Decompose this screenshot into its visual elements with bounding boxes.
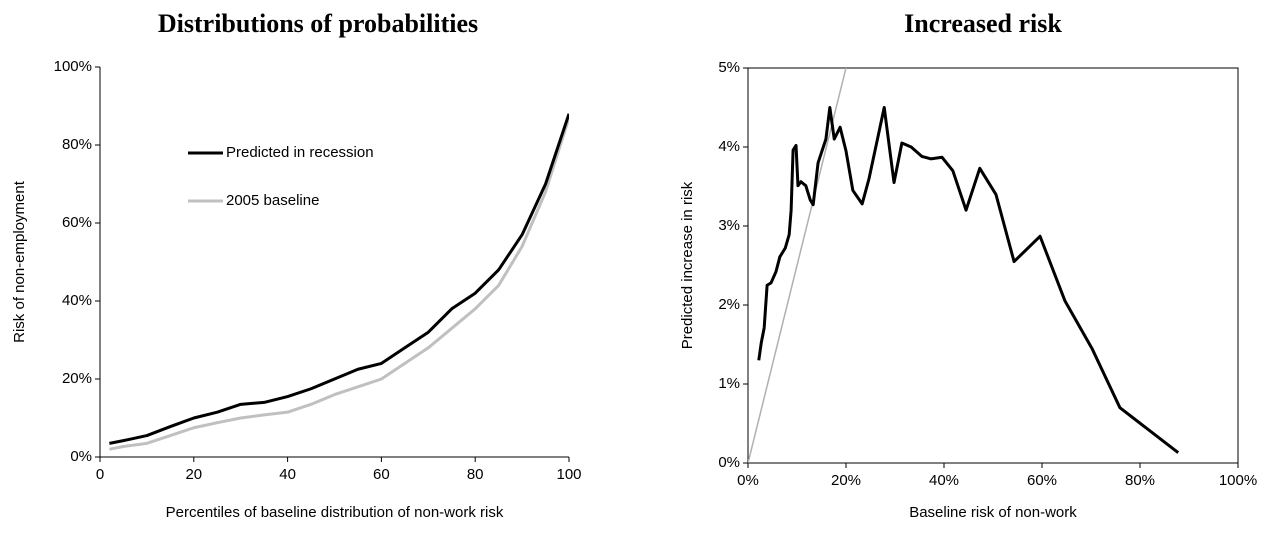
- x-tick-label: 40%: [929, 472, 959, 489]
- series-line: [109, 113, 569, 445]
- x-axis-label: Percentiles of baseline distribution of …: [166, 504, 504, 521]
- x-axis-label: Baseline risk of non-work: [909, 504, 1077, 521]
- series-line: [748, 68, 847, 463]
- x-tick-label: 60: [373, 466, 390, 483]
- y-tick-label: 1%: [718, 375, 740, 392]
- series-line: [109, 117, 569, 451]
- chart-title: Distributions of probabilities: [158, 9, 478, 38]
- x-tick-label: 20%: [831, 472, 861, 489]
- y-tick-label: 100%: [54, 58, 92, 75]
- y-tick-label: 4%: [718, 138, 740, 155]
- x-tick-label: 100: [556, 466, 581, 483]
- y-tick-label: 3%: [718, 217, 740, 234]
- x-tick-label: 100%: [1219, 472, 1257, 489]
- y-tick-label: 2%: [718, 296, 740, 313]
- x-tick-label: 20: [185, 466, 202, 483]
- series-line: [757, 106, 1180, 454]
- legend-label: 2005 baseline: [226, 192, 319, 209]
- y-axis-label: Predicted increase in risk: [679, 181, 696, 349]
- x-tick-label: 60%: [1027, 472, 1057, 489]
- y-tick-label: 80%: [62, 136, 92, 153]
- y-tick-label: 60%: [62, 214, 92, 231]
- x-tick-label: 80: [467, 466, 484, 483]
- y-tick-label: 20%: [62, 370, 92, 387]
- y-tick-label: 0%: [70, 448, 92, 465]
- x-tick-label: 0%: [737, 472, 759, 489]
- y-axis-label: Risk of non-employment: [11, 180, 28, 343]
- x-tick-label: 80%: [1125, 472, 1155, 489]
- legend-label: Predicted in recession: [226, 144, 374, 161]
- x-tick-label: 0: [96, 466, 104, 483]
- y-tick-label: 5%: [718, 59, 740, 76]
- y-tick-label: 0%: [718, 454, 740, 471]
- plot-frame: [747, 67, 1239, 464]
- chart-title: Increased risk: [904, 9, 1062, 38]
- y-tick-label: 40%: [62, 292, 92, 309]
- x-tick-label: 40: [279, 466, 296, 483]
